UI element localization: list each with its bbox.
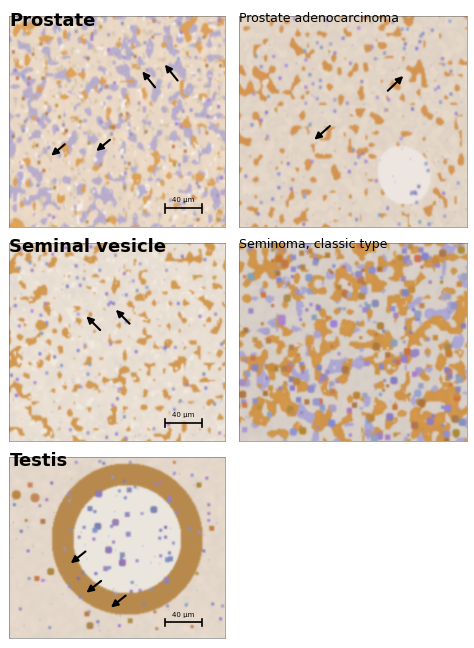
Text: Prostate: Prostate xyxy=(9,12,96,30)
Text: Seminoma, classic type: Seminoma, classic type xyxy=(239,238,388,251)
Text: Testis: Testis xyxy=(9,452,68,470)
Text: 40 μm: 40 μm xyxy=(173,612,195,618)
Text: 40 μm: 40 μm xyxy=(173,197,195,203)
Text: 40 μm: 40 μm xyxy=(173,412,195,419)
Text: Prostate adenocarcinoma: Prostate adenocarcinoma xyxy=(239,12,400,25)
Text: Seminal vesicle: Seminal vesicle xyxy=(9,238,166,256)
